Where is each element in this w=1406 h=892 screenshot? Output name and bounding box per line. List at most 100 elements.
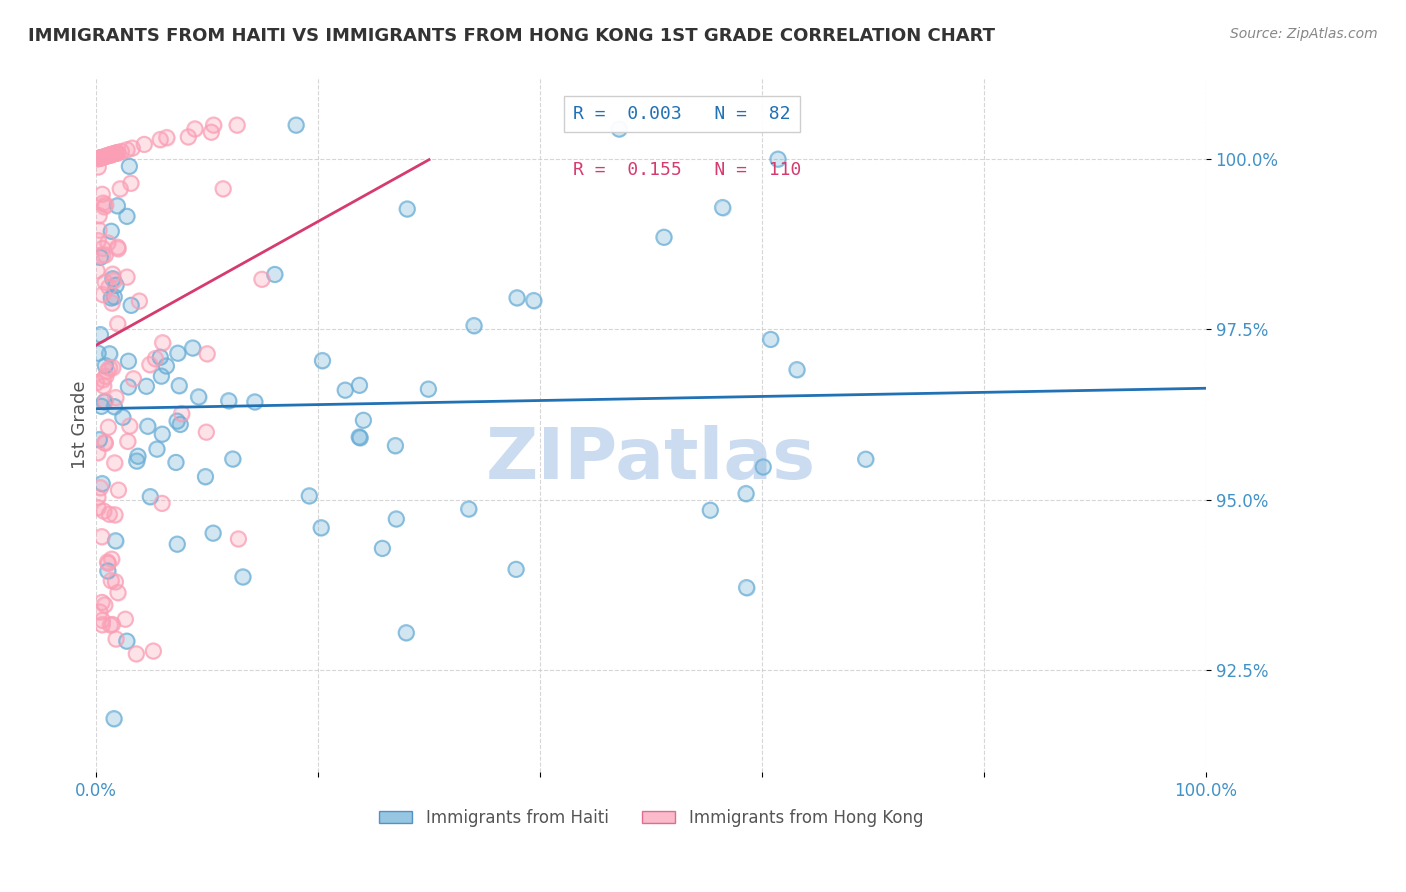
Point: [165, 455, 187, 469]
Point: [87, 490, 110, 504]
Point: [146, 442, 169, 456]
Point: [87, 209, 110, 223]
Point: [101, 147, 124, 161]
Point: [91, 372, 114, 386]
Point: [86, 446, 108, 460]
Point: [142, 644, 165, 658]
Point: [87, 234, 110, 248]
Point: [103, 712, 125, 726]
Point: [212, 182, 235, 196]
Point: [86, 152, 108, 166]
Point: [311, 353, 333, 368]
Point: [90, 151, 112, 165]
Point: [104, 508, 127, 522]
Point: [115, 634, 138, 648]
Point: [385, 512, 408, 526]
Point: [396, 202, 419, 216]
Point: [146, 442, 169, 456]
Point: [607, 122, 630, 136]
Point: [263, 268, 285, 282]
Point: [457, 502, 479, 516]
Point: [87, 223, 110, 237]
Point: [93, 150, 115, 164]
Point: [463, 318, 485, 333]
Point: [101, 147, 124, 161]
Point: [104, 146, 127, 161]
Point: [101, 272, 124, 286]
Point: [115, 143, 138, 157]
Point: [104, 391, 127, 405]
Point: [735, 581, 758, 595]
Point: [93, 504, 115, 518]
Point: [89, 605, 111, 619]
Point: [89, 433, 111, 447]
Point: [93, 394, 115, 409]
Point: [177, 129, 200, 144]
Point: [298, 489, 321, 503]
Point: [104, 533, 127, 548]
Point: [110, 145, 132, 159]
Point: [134, 137, 156, 152]
Point: [311, 353, 333, 368]
Point: [98, 508, 121, 522]
Point: [97, 557, 120, 571]
Point: [98, 148, 121, 162]
Point: [97, 148, 120, 162]
Point: [107, 317, 129, 331]
Point: [418, 382, 440, 396]
Point: [104, 456, 127, 470]
Point: [87, 234, 110, 248]
Point: [149, 350, 172, 364]
Point: [195, 425, 218, 439]
Point: [250, 272, 273, 286]
Point: [103, 290, 125, 304]
Point: [94, 369, 117, 384]
Point: [94, 394, 117, 409]
Point: [121, 141, 143, 155]
Point: [195, 347, 218, 361]
Point: [91, 196, 114, 211]
Point: [352, 413, 374, 427]
Point: [89, 481, 111, 495]
Point: [93, 598, 115, 612]
Point: [101, 267, 124, 281]
Point: [117, 354, 139, 368]
Point: [94, 149, 117, 163]
Point: [150, 369, 173, 384]
Point: [194, 469, 217, 483]
Point: [107, 585, 129, 599]
Point: [86, 446, 108, 460]
Point: [155, 359, 177, 373]
Point: [118, 159, 141, 173]
Point: [135, 379, 157, 393]
Point: [759, 333, 782, 347]
Point: [90, 530, 112, 544]
Point: [90, 530, 112, 544]
Text: R =  0.155   N =  110: R = 0.155 N = 110: [574, 161, 801, 178]
Point: [115, 210, 138, 224]
Text: Source: ZipAtlas.com: Source: ZipAtlas.com: [1230, 27, 1378, 41]
Point: [523, 293, 546, 308]
Point: [103, 274, 125, 288]
Point: [202, 526, 225, 541]
Point: [93, 435, 115, 450]
Point: [104, 508, 127, 522]
Point: [91, 372, 114, 386]
Point: [98, 618, 121, 632]
Point: [169, 417, 191, 432]
Point: [150, 496, 173, 510]
Point: [195, 347, 218, 361]
Point: [128, 293, 150, 308]
Point: [107, 240, 129, 254]
Point: [107, 240, 129, 254]
Point: [94, 436, 117, 450]
Point: [90, 151, 112, 165]
Point: [107, 317, 129, 331]
Y-axis label: 1st Grade: 1st Grade: [72, 381, 89, 469]
Point: [243, 395, 266, 409]
Point: [108, 182, 131, 196]
Point: [127, 449, 149, 463]
Point: [285, 118, 308, 132]
Point: [104, 278, 127, 293]
Point: [115, 270, 138, 285]
